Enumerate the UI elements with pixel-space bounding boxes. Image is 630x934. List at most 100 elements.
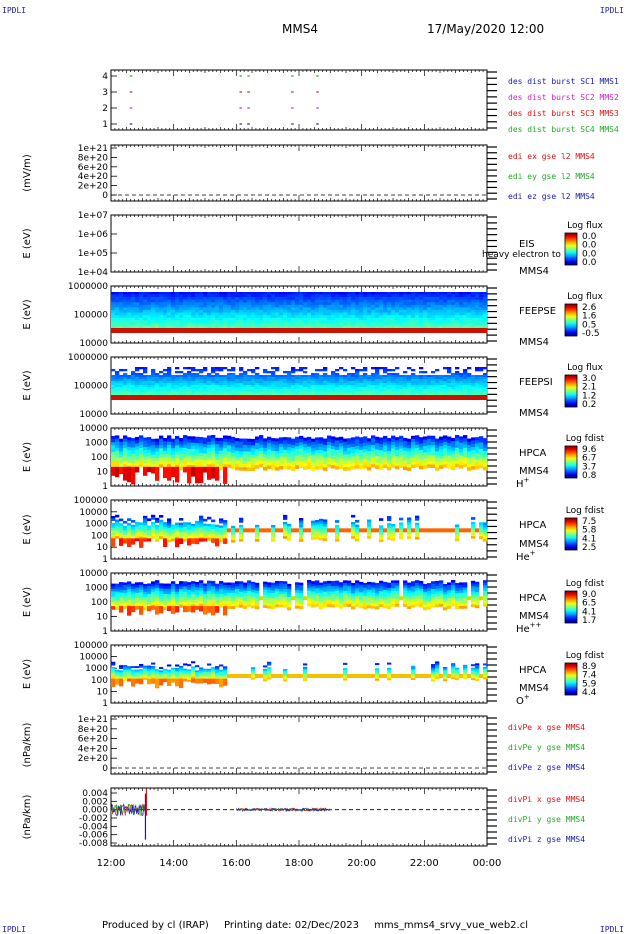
spectrogram-cell (223, 466, 228, 484)
spectrogram-cell (195, 459, 200, 463)
y-tick-label: 1000000 (68, 282, 108, 292)
spectrogram-cell (247, 448, 252, 452)
spectrogram-cell (403, 385, 408, 388)
spectrogram-cell (371, 438, 376, 443)
spectrogram-cell (451, 453, 456, 458)
spectrogram-cell (387, 325, 392, 329)
spectrogram-cell (183, 435, 188, 439)
spectrogram-cell (275, 292, 280, 295)
instrument-label-feepsi: FEEPSI (519, 377, 553, 388)
spectrogram-cell (451, 312, 456, 316)
spectrogram-cell (311, 297, 316, 301)
spectrogram-cell (243, 438, 248, 443)
spectrogram-cell (151, 458, 156, 462)
spectrogram-cell (363, 317, 368, 321)
spectrogram-cell (371, 375, 376, 378)
spectrogram-cell (131, 294, 136, 298)
spectrogram-cell (155, 381, 160, 384)
spectrogram-cell (255, 377, 260, 380)
spectrogram-cell (203, 317, 208, 321)
spectrogram-cell (299, 439, 304, 443)
spectrogram-cell (255, 292, 260, 295)
spectrogram-cell (367, 391, 372, 394)
spectrogram-cell (283, 292, 288, 295)
spectrogram-cell (371, 310, 376, 313)
spectrogram-cell (199, 369, 204, 372)
spectrogram-cell (199, 393, 204, 396)
spectrogram-cell (115, 381, 120, 384)
spectrogram-cell (383, 369, 388, 372)
spectrogram-cell (219, 317, 224, 321)
spectrogram-cell (267, 299, 272, 303)
spectrogram-cell (347, 294, 352, 298)
spectrogram-cell (427, 304, 432, 308)
corner-label-right: IPDLI (599, 6, 624, 15)
spectrogram-cell (439, 328, 444, 333)
spectrogram-cell (355, 385, 360, 388)
spectrogram-cell (267, 375, 272, 378)
spectrogram-cell (215, 373, 220, 376)
spectrogram-cell (427, 307, 432, 311)
spectrogram-cell (131, 391, 136, 394)
spectrogram-cell (367, 292, 372, 295)
spectrogram-cell (183, 304, 188, 308)
spectrogram-cell (307, 387, 312, 390)
spectrogram-cell (243, 297, 248, 301)
spectrogram-cell (243, 328, 248, 333)
spectrogram-cell (167, 297, 172, 301)
spectrogram-cell (287, 450, 292, 454)
spectrogram-cell (339, 465, 344, 469)
spectrogram-cell (143, 294, 148, 298)
spectrogram-cell (355, 393, 360, 396)
spectrogram-cell (359, 299, 364, 303)
spectrogram-cell (247, 377, 252, 380)
spectrogram-cell (207, 385, 212, 388)
colorbar-feepse (564, 303, 578, 337)
spectrogram-cell (347, 304, 352, 308)
spectrogram-cell (259, 299, 264, 303)
spectrogram-cell (191, 373, 196, 376)
spectrogram-cell (335, 297, 340, 301)
spectrogram-cell (399, 383, 404, 386)
spectrogram-cell (143, 437, 148, 442)
spectrogram-cell (283, 304, 288, 308)
spectrogram-cell (115, 464, 120, 468)
spectrogram-cell (143, 299, 148, 303)
spectrogram-cell (203, 367, 208, 370)
spectrogram-cell (111, 379, 116, 382)
spectrogram-cell (215, 463, 220, 467)
spectrogram-cell (355, 391, 360, 394)
spectrogram-cell (331, 328, 336, 333)
spectrogram-cell (471, 375, 476, 378)
spectrogram-cell (167, 375, 172, 378)
spectrogram-cell (343, 302, 348, 306)
spectrogram-cell (327, 320, 332, 324)
spectrogram-cell (363, 328, 368, 333)
spectrogram-cell (327, 292, 332, 295)
spectrogram-cell (195, 439, 200, 444)
spectrogram-cell (391, 461, 396, 465)
spectrogram-cell (307, 294, 312, 298)
spectrogram-cell (367, 381, 372, 384)
panel-frame-burst (110, 69, 488, 131)
spectrogram-cell (443, 367, 448, 370)
spectrogram-cell (111, 442, 116, 446)
spectrogram-cell (243, 322, 248, 326)
spectrogram-cell (123, 322, 128, 326)
spectrogram-cell (375, 304, 380, 308)
spectrogram-cell (323, 381, 328, 384)
spectrogram-cell (187, 379, 192, 382)
spectrogram-cell (155, 299, 160, 303)
spectrogram-cell (331, 325, 336, 329)
spectrogram-cell (179, 294, 184, 298)
spectrogram-cell (295, 389, 300, 392)
spectrogram-cell (387, 317, 392, 321)
spectrogram-cell (267, 371, 272, 374)
spectrogram-cell (227, 325, 232, 329)
spectrogram-cell (271, 391, 276, 394)
spectrogram-cell (119, 369, 124, 372)
spectrogram-cell (239, 375, 244, 378)
spectrogram-cell (475, 328, 480, 333)
spectrogram-cell (275, 393, 280, 396)
spectrogram-cell (279, 310, 284, 313)
